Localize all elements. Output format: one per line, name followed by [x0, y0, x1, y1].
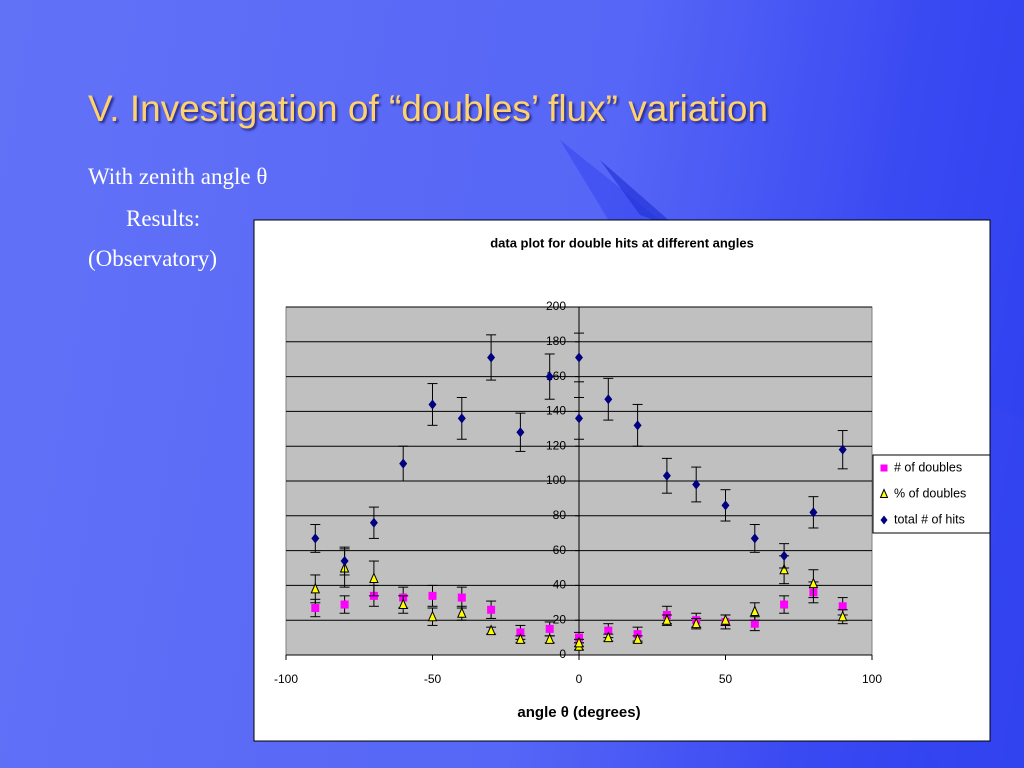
slide-title: V. Investigation of “doubles’ flux” vari… [88, 88, 769, 129]
legend-marker [879, 488, 889, 498]
point [340, 600, 349, 609]
body-text: (Observatory) [88, 246, 218, 271]
point [662, 470, 671, 481]
y-tick-label: 0 [559, 647, 566, 661]
point [311, 533, 320, 544]
point [809, 507, 818, 518]
legend-label: % of doubles [894, 486, 966, 500]
x-tick-label: -50 [424, 672, 442, 686]
point [487, 605, 496, 614]
y-tick-label: 60 [553, 543, 567, 557]
legend-marker [880, 464, 888, 472]
point [516, 628, 525, 637]
point [780, 600, 789, 609]
y-tick-label: 100 [546, 473, 566, 487]
point [720, 613, 731, 625]
point [750, 605, 760, 616]
point [516, 427, 525, 438]
point [808, 577, 819, 589]
point [837, 610, 848, 622]
point [838, 602, 847, 611]
point [544, 633, 555, 644]
point [369, 517, 378, 528]
point [780, 550, 789, 561]
y-tick-label: 40 [553, 578, 567, 592]
point [545, 624, 554, 633]
point [457, 607, 467, 618]
point [604, 626, 613, 635]
y-tick-label: 180 [546, 334, 566, 348]
point [428, 591, 437, 600]
point [487, 352, 496, 363]
point [574, 636, 584, 648]
point [691, 617, 701, 629]
legend-box [872, 454, 991, 534]
point [428, 399, 437, 410]
x-tick-label: 50 [719, 672, 733, 686]
y-tick-label: 80 [553, 508, 567, 522]
point [750, 619, 759, 628]
point [545, 371, 554, 382]
x-axis-title: angle θ (degrees) [517, 704, 640, 721]
point [662, 613, 672, 625]
point [603, 631, 614, 643]
body-text: Results: [126, 206, 201, 231]
y-tick-label: 20 [553, 612, 567, 626]
point [838, 444, 847, 455]
chart-title: data plot for double hits at different a… [490, 235, 754, 250]
point [486, 624, 496, 636]
legend-label: # of doubles [894, 460, 962, 474]
point [427, 610, 438, 622]
point [398, 598, 408, 610]
point [515, 633, 526, 644]
point [369, 572, 379, 583]
point [311, 604, 320, 613]
y-tick-label: 120 [546, 438, 566, 452]
point [340, 556, 349, 567]
point [604, 394, 613, 405]
point [399, 458, 408, 469]
point [632, 633, 643, 644]
x-tick-label: 0 [576, 672, 583, 686]
legend-marker [880, 515, 888, 525]
point [750, 533, 759, 544]
x-tick-label: -100 [274, 672, 298, 686]
point [779, 563, 789, 575]
point [310, 582, 321, 594]
body-text: With zenith angle θ [88, 164, 268, 189]
point [575, 413, 583, 424]
y-tick-label: 200 [546, 299, 566, 313]
legend-label: total # of hits [894, 512, 965, 526]
point [721, 500, 730, 511]
point [633, 420, 642, 431]
y-tick-label: 140 [546, 404, 566, 418]
point [457, 593, 466, 602]
point [692, 479, 701, 490]
chart: data plot for double hits at different a… [253, 219, 991, 742]
point [575, 352, 583, 363]
point [457, 413, 466, 424]
x-tick-label: 100 [862, 672, 882, 686]
